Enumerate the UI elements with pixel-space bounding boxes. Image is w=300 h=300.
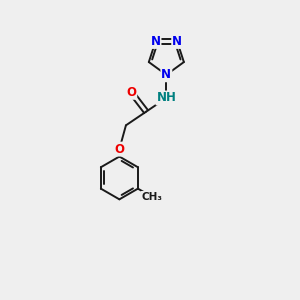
Text: NH: NH [156, 92, 176, 104]
Text: N: N [151, 35, 160, 48]
Text: O: O [114, 142, 124, 156]
Text: N: N [161, 68, 171, 81]
Text: CH₃: CH₃ [142, 192, 163, 202]
Text: N: N [172, 35, 182, 48]
Text: O: O [126, 86, 136, 99]
